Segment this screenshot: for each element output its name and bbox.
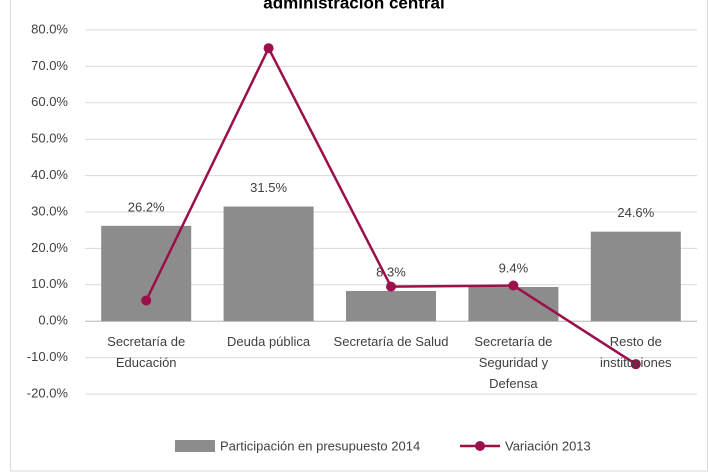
data-label: 24.6% xyxy=(617,205,654,220)
x-tick-label: Resto de instituciones xyxy=(600,334,672,371)
bar xyxy=(590,231,681,322)
legend-swatch xyxy=(175,440,215,452)
bar xyxy=(101,225,192,322)
y-tick-label: 80.0% xyxy=(31,21,68,36)
y-tick-label: 70.0% xyxy=(31,58,68,73)
data-label: 9.4% xyxy=(499,260,529,275)
line-marker xyxy=(508,280,519,291)
line-marker xyxy=(630,359,641,370)
line-marker xyxy=(386,281,396,292)
chart-title: administración central xyxy=(263,0,444,12)
y-tick-label: 0.0% xyxy=(38,313,68,328)
bar xyxy=(346,290,436,322)
y-tick-label: 30.0% xyxy=(31,203,68,218)
line-marker xyxy=(263,43,274,54)
x-tick-label: Secretaría de Salud xyxy=(333,334,449,350)
y-tick-label: 40.0% xyxy=(31,167,68,182)
bar xyxy=(468,286,559,322)
x-tick-label: Secretaría de Educación xyxy=(107,334,186,371)
y-tick-label: -10.0% xyxy=(27,349,69,364)
y-tick-label: 20.0% xyxy=(31,240,68,255)
y-tick-label: -20.0% xyxy=(27,385,69,400)
x-tick-label: Deuda pública xyxy=(227,334,311,350)
y-tick-label: 60.0% xyxy=(31,94,68,109)
y-tick-label: 10.0% xyxy=(31,276,68,291)
bar xyxy=(223,206,314,322)
legend-marker xyxy=(475,441,485,451)
data-label: 26.2% xyxy=(128,199,165,214)
legend-label: Variación 2013 xyxy=(505,438,591,453)
line-marker xyxy=(141,295,152,306)
x-tick-label: Secretaría de Seguridad y Defensa xyxy=(474,334,553,392)
data-label: 8.3% xyxy=(376,264,406,279)
y-tick-label: 50.0% xyxy=(31,131,68,146)
legend-label: Participación en presupuesto 2014 xyxy=(220,438,420,453)
data-label: 31.5% xyxy=(250,180,287,195)
